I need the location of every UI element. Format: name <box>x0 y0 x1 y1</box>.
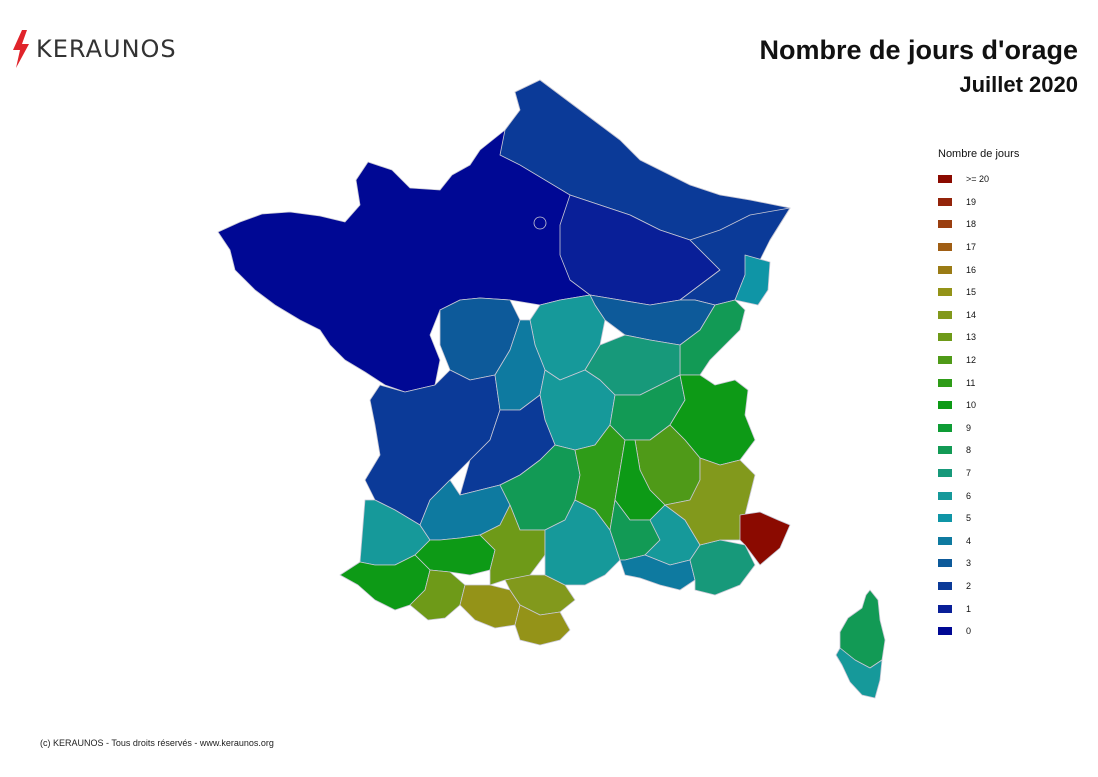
legend-label: 15 <box>966 287 977 298</box>
legend-swatch <box>938 310 952 319</box>
legend-swatch <box>938 401 952 410</box>
region-aude <box>504 574 576 616</box>
legend-label: 19 <box>966 196 977 207</box>
legend-swatch <box>938 581 952 590</box>
region-alpes-haute-provence <box>664 457 756 546</box>
paris-area <box>533 216 547 230</box>
legend-label: 5 <box>966 513 972 524</box>
legend-item: 15 <box>938 281 1019 304</box>
legend-item: 3 <box>938 552 1019 575</box>
map-title: Nombre de jours d'orage <box>759 35 1078 65</box>
legend-item: 10 <box>938 394 1019 417</box>
legend-swatch <box>938 356 952 365</box>
region-alsace-south <box>734 254 771 306</box>
legend-label: 3 <box>966 558 972 569</box>
legend-swatch <box>938 446 952 455</box>
legend-label: 16 <box>966 264 977 275</box>
region-alpes-maritimes <box>739 511 791 566</box>
legend-item: 1 <box>938 597 1019 620</box>
legend-item: 5 <box>938 507 1019 530</box>
legend-label: 18 <box>966 219 977 230</box>
region-var <box>689 539 756 596</box>
legend-label: 12 <box>966 355 977 366</box>
legend-label: 6 <box>966 490 972 501</box>
legend-item: 17 <box>938 236 1019 259</box>
legend-item: 14 <box>938 304 1019 327</box>
legend-label: 1 <box>966 603 972 614</box>
legend-item: >= 20 <box>938 168 1019 191</box>
legend-label: 4 <box>966 535 972 546</box>
legend-swatch <box>938 514 952 523</box>
legend-item: 11 <box>938 371 1019 394</box>
legend-item: 2 <box>938 575 1019 598</box>
legend-item: 8 <box>938 439 1019 462</box>
legend-swatch <box>938 220 952 229</box>
legend-item: 4 <box>938 530 1019 553</box>
legend-item: 9 <box>938 417 1019 440</box>
copyright-footer: (c) KERAUNOS - Tous droits réservés - ww… <box>40 738 274 748</box>
legend-item: 12 <box>938 349 1019 372</box>
legend-item: 19 <box>938 191 1019 214</box>
legend-title: Nombre de jours <box>938 148 1020 160</box>
legend-swatch <box>938 265 952 274</box>
legend-label: 13 <box>966 332 977 343</box>
legend-swatch <box>938 469 952 478</box>
legend-swatch <box>938 378 952 387</box>
legend-swatch <box>938 491 952 500</box>
legend-item: 7 <box>938 462 1019 485</box>
region-tarn <box>479 504 546 586</box>
legend-item: 0 <box>938 620 1019 643</box>
lightning-bolt-icon <box>13 30 29 68</box>
legend-swatch <box>938 288 952 297</box>
region-pyrenees-orientales <box>514 604 571 646</box>
legend-swatch <box>938 559 952 568</box>
legend-swatch <box>938 175 952 184</box>
legend-label: 14 <box>966 309 977 320</box>
legend-swatch <box>938 627 952 636</box>
legend-label: >= 20 <box>966 174 990 185</box>
legend-swatch <box>938 604 952 613</box>
legend-label: 9 <box>966 422 972 433</box>
legend-label: 11 <box>966 377 976 388</box>
legend-swatch <box>938 197 952 206</box>
legend: Nombre de jours >= 20 19 18 17 16 15 14 13 12 11 1… <box>938 148 1019 642</box>
legend-label: 17 <box>966 242 977 253</box>
logo-text: KERAUNOS <box>36 35 177 63</box>
legend-item: 16 <box>938 258 1019 281</box>
legend-item: 13 <box>938 326 1019 349</box>
legend-item: 6 <box>938 484 1019 507</box>
legend-label: 10 <box>966 400 977 411</box>
legend-swatch <box>938 243 952 252</box>
keraunos-logo: KERAUNOS <box>10 30 177 68</box>
legend-label: 8 <box>966 445 972 456</box>
legend-label: 0 <box>966 626 972 637</box>
legend-swatch <box>938 333 952 342</box>
region-corse-sud <box>835 647 883 699</box>
map-subtitle: Juillet 2020 <box>959 72 1078 97</box>
legend-swatch <box>938 423 952 432</box>
legend-label: 7 <box>966 468 972 479</box>
legend-item: 18 <box>938 213 1019 236</box>
legend-label: 2 <box>966 580 972 591</box>
legend-swatch <box>938 536 952 545</box>
